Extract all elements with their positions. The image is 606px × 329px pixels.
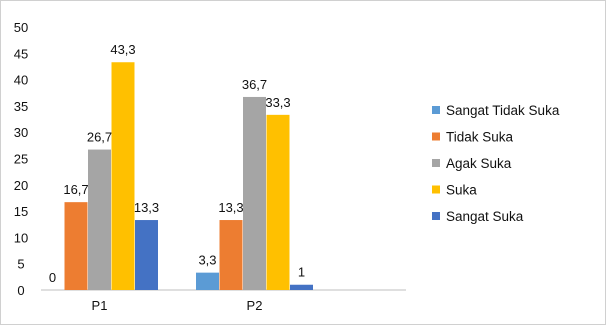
x-axis: P1 P2 [41,289,406,313]
bar [64,202,88,290]
legend-label: Sangat Tidak Suka [446,103,560,118]
legend-label: Sangat Suka [446,209,524,224]
data-label: 26,7 [87,130,112,145]
data-label: 33,3 [265,95,290,110]
x-tick-label: P2 [247,298,263,313]
bar [111,62,135,290]
data-label: 13,3 [218,200,243,215]
legend-label: Agak Suka [446,156,512,171]
data-label: 36,7 [242,77,267,92]
y-tick-label: 15 [14,204,28,219]
legend: Sangat Tidak Suka Tidak Suka Agak Suka Suka… [432,103,560,224]
y-tick-label: 20 [14,178,28,193]
bar [196,272,219,290]
data-labels: 0 16,7 26,7 43,3 13,3 3,3 13,3 36,7 33,3 1 [49,42,305,285]
y-tick-label: 10 [14,230,28,245]
legend-swatch [432,132,440,141]
legend-label: Suka [446,183,477,198]
y-tick-label: 40 [14,73,28,88]
bar [266,114,290,290]
y-tick-label: 45 [14,46,28,61]
legend-swatch [432,159,440,167]
data-label: 3,3 [198,253,216,268]
data-label: 16,7 [63,182,88,197]
legend-swatch [432,185,440,194]
bar [290,284,313,290]
y-tick-label: 50 [14,20,28,35]
legend-label: Tidak Suka [446,130,514,145]
bars [64,62,313,290]
x-tick-label: P1 [92,298,108,313]
y-tick-label: 35 [14,99,28,114]
data-label: 1 [298,265,305,280]
legend-swatch [432,212,440,220]
bar-chart: 0 5 10 15 20 25 30 35 40 45 50 P1 P2 0 16,7 26,7 43,3 1… [14,20,560,313]
y-tick-label: 5 [17,257,24,272]
bar [219,220,243,290]
data-label: 43,3 [110,42,135,57]
bar [135,220,158,290]
y-tick-label: 30 [14,125,28,140]
y-tick-label: 25 [14,152,28,167]
data-label: 0 [49,270,56,285]
y-axis: 0 5 10 15 20 25 30 35 40 45 50 [14,20,28,298]
y-tick-label: 0 [17,283,24,298]
legend-swatch [432,106,440,114]
data-label: 13,3 [134,200,159,215]
bar [88,149,111,290]
bar [243,96,266,290]
